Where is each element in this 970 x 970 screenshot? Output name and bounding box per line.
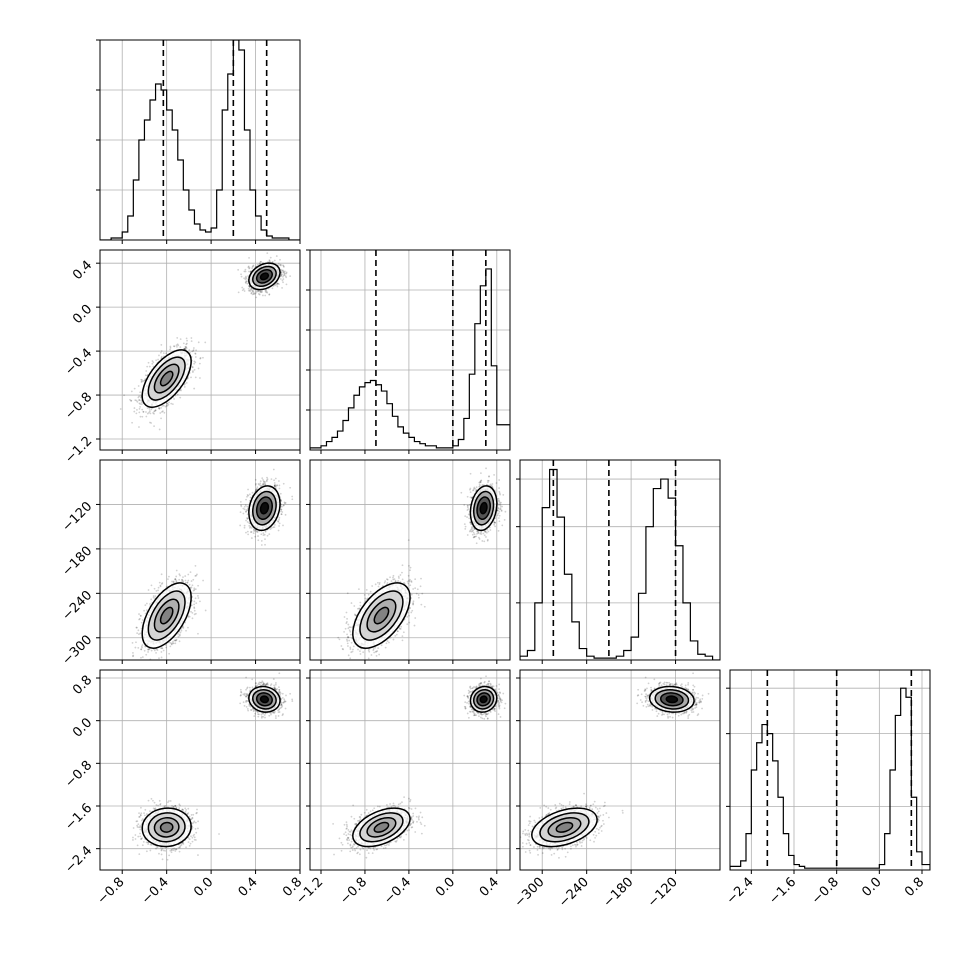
x-tick-label-3: 0.8	[902, 875, 927, 900]
y-tick-label-3: 0.0	[70, 715, 95, 740]
scatter-points	[520, 672, 710, 859]
x-tick-label-3: −2.4	[724, 875, 757, 908]
scatter-points	[131, 468, 294, 660]
x-tick-label-0: 0.0	[191, 875, 216, 900]
y-tick-label-2: −180	[59, 544, 95, 580]
scatter-panel-2-1	[306, 459, 511, 664]
density-contour	[259, 501, 270, 515]
x-tick-label-3: −0.8	[809, 875, 842, 908]
density-contour	[248, 685, 281, 713]
y-tick-label-1: −1.2	[62, 434, 95, 467]
x-tick-label-1: 0.4	[477, 875, 502, 900]
x-tick-label-0: −0.8	[95, 875, 128, 908]
y-tick-label-3: −2.4	[62, 843, 95, 876]
x-tick-label-0: −0.4	[139, 875, 172, 908]
density-contour	[141, 582, 192, 649]
scatter-points	[332, 675, 507, 859]
x-tick-label-1: −0.4	[381, 875, 414, 908]
x-tick-label-2: −120	[645, 875, 681, 911]
histogram-steps	[100, 40, 300, 240]
x-tick-label-1: −0.8	[337, 875, 370, 908]
density-contour	[352, 582, 411, 649]
density-contour	[259, 695, 270, 704]
panel-frame	[519, 459, 721, 661]
y-tick-label-1: 0.4	[70, 258, 95, 283]
density-contour	[259, 272, 270, 281]
density-contour	[159, 606, 174, 625]
density-contour	[479, 695, 488, 704]
histogram-steps	[310, 268, 510, 450]
panel-frame	[309, 459, 511, 661]
scatter-points	[119, 252, 292, 431]
panel-frame	[309, 669, 511, 871]
panel-frame	[99, 249, 301, 451]
x-tick-label-3: −1.6	[766, 875, 799, 908]
panel-frame	[309, 249, 511, 451]
histogram-panel-2	[516, 459, 721, 664]
x-tick-label-0: 0.4	[236, 875, 261, 900]
density-contour	[469, 485, 498, 532]
panel-frame	[519, 669, 721, 871]
y-tick-label-3: −1.6	[62, 801, 95, 834]
histogram-steps	[520, 468, 720, 660]
density-contour	[141, 349, 192, 408]
y-tick-label-2: −300	[59, 632, 95, 668]
density-contour	[469, 685, 498, 713]
histogram-panel-1	[306, 249, 511, 454]
density-contour	[248, 485, 281, 532]
scatter-panel-3-2	[516, 669, 721, 874]
scatter-panel-3-1	[306, 669, 511, 874]
x-tick-label-2: −240	[556, 875, 592, 911]
density-contour	[373, 606, 390, 625]
x-tick-label-3: 0.0	[859, 875, 884, 900]
y-tick-label-3: 0.8	[70, 673, 95, 698]
y-tick-label-2: −120	[59, 499, 95, 535]
density-contour	[648, 685, 695, 713]
histogram-panel-0	[96, 39, 301, 244]
panel-frame	[729, 669, 931, 871]
x-tick-label-1: 0.0	[433, 875, 458, 900]
density-contour	[352, 807, 411, 848]
panel-frame	[99, 39, 301, 241]
density-contour	[248, 262, 281, 291]
scatter-panel-1-0	[96, 249, 301, 454]
panel-frame	[99, 459, 301, 661]
histogram-panel-3	[726, 669, 931, 874]
density-contour	[141, 807, 192, 848]
density-contour	[479, 501, 488, 515]
y-tick-label-1: 0.0	[70, 302, 95, 327]
density-contour	[373, 821, 390, 833]
scatter-panel-3-0	[96, 669, 301, 874]
y-tick-label-1: −0.4	[62, 346, 95, 379]
y-tick-label-2: −240	[59, 588, 95, 624]
x-tick-label-2: −180	[601, 875, 637, 911]
density-contour	[555, 821, 574, 833]
scatter-points	[132, 672, 294, 861]
scatter-panel-2-0	[96, 459, 301, 664]
y-tick-label-1: −0.8	[62, 390, 95, 423]
density-contour	[159, 821, 174, 833]
density-contour	[159, 370, 174, 387]
density-contour	[665, 695, 679, 704]
scatter-points	[337, 467, 507, 660]
x-tick-label-2: −300	[512, 875, 548, 911]
y-tick-label-3: −0.8	[62, 758, 95, 791]
histogram-steps	[730, 687, 930, 870]
density-contour	[531, 807, 598, 848]
panel-frame	[99, 669, 301, 871]
